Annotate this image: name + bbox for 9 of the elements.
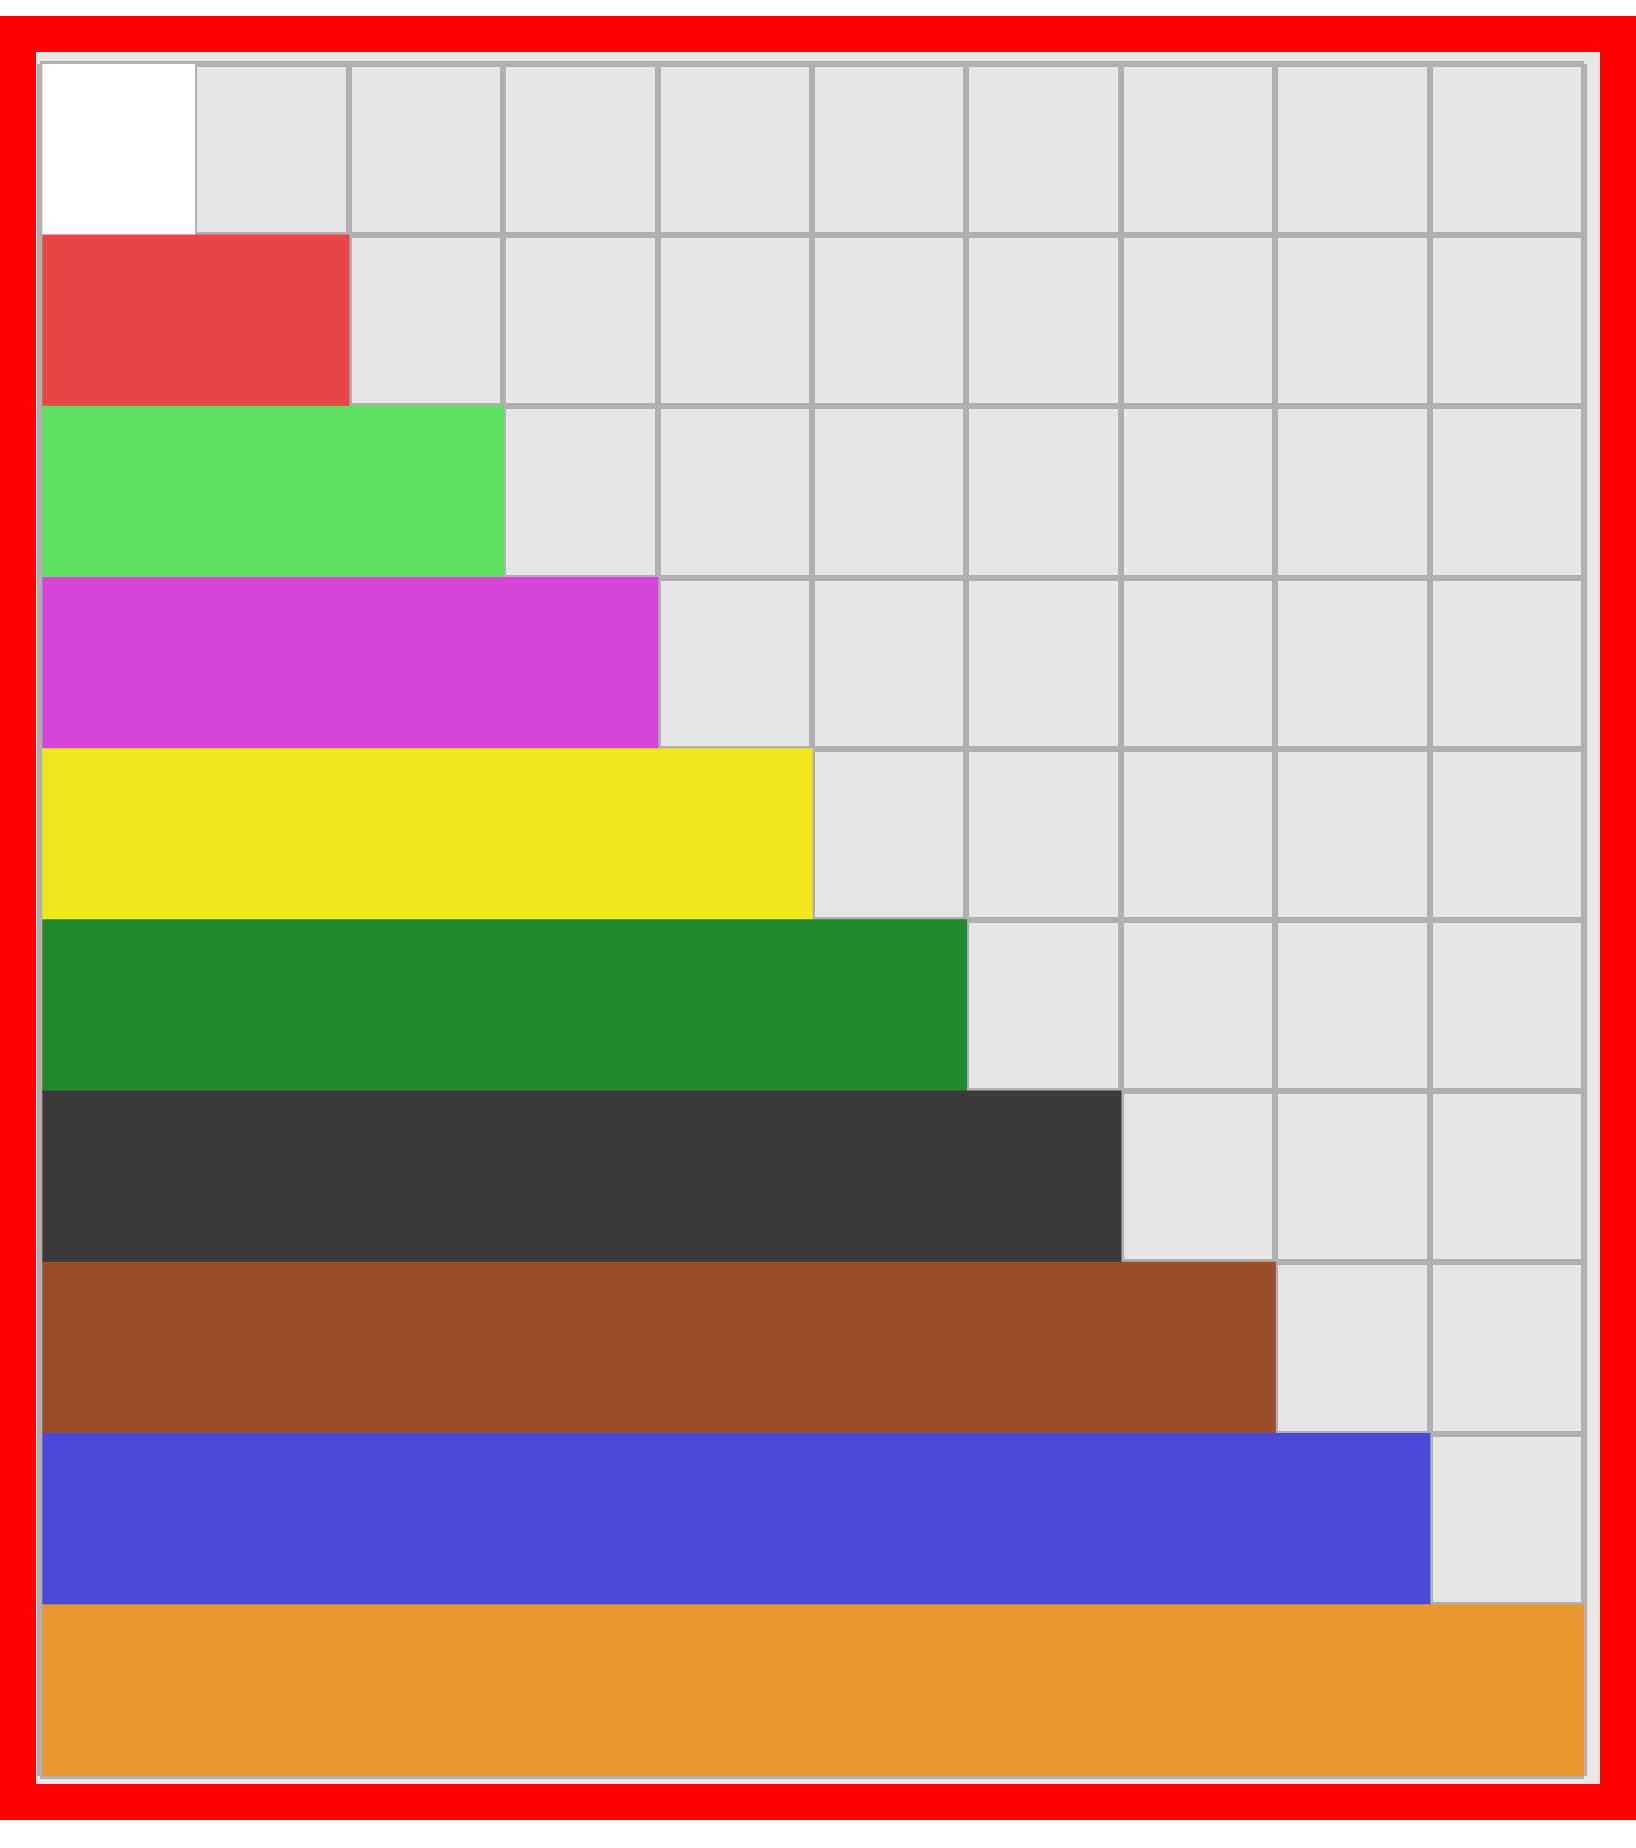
bar bbox=[42, 405, 504, 579]
bar bbox=[42, 748, 813, 921]
bar bbox=[42, 64, 196, 236]
bar bbox=[42, 576, 659, 750]
bar bbox=[42, 1261, 1276, 1435]
bar bbox=[42, 234, 350, 408]
bar bbox=[42, 1432, 1431, 1606]
bar bbox=[42, 919, 968, 1092]
bar bbox=[42, 1090, 1122, 1264]
